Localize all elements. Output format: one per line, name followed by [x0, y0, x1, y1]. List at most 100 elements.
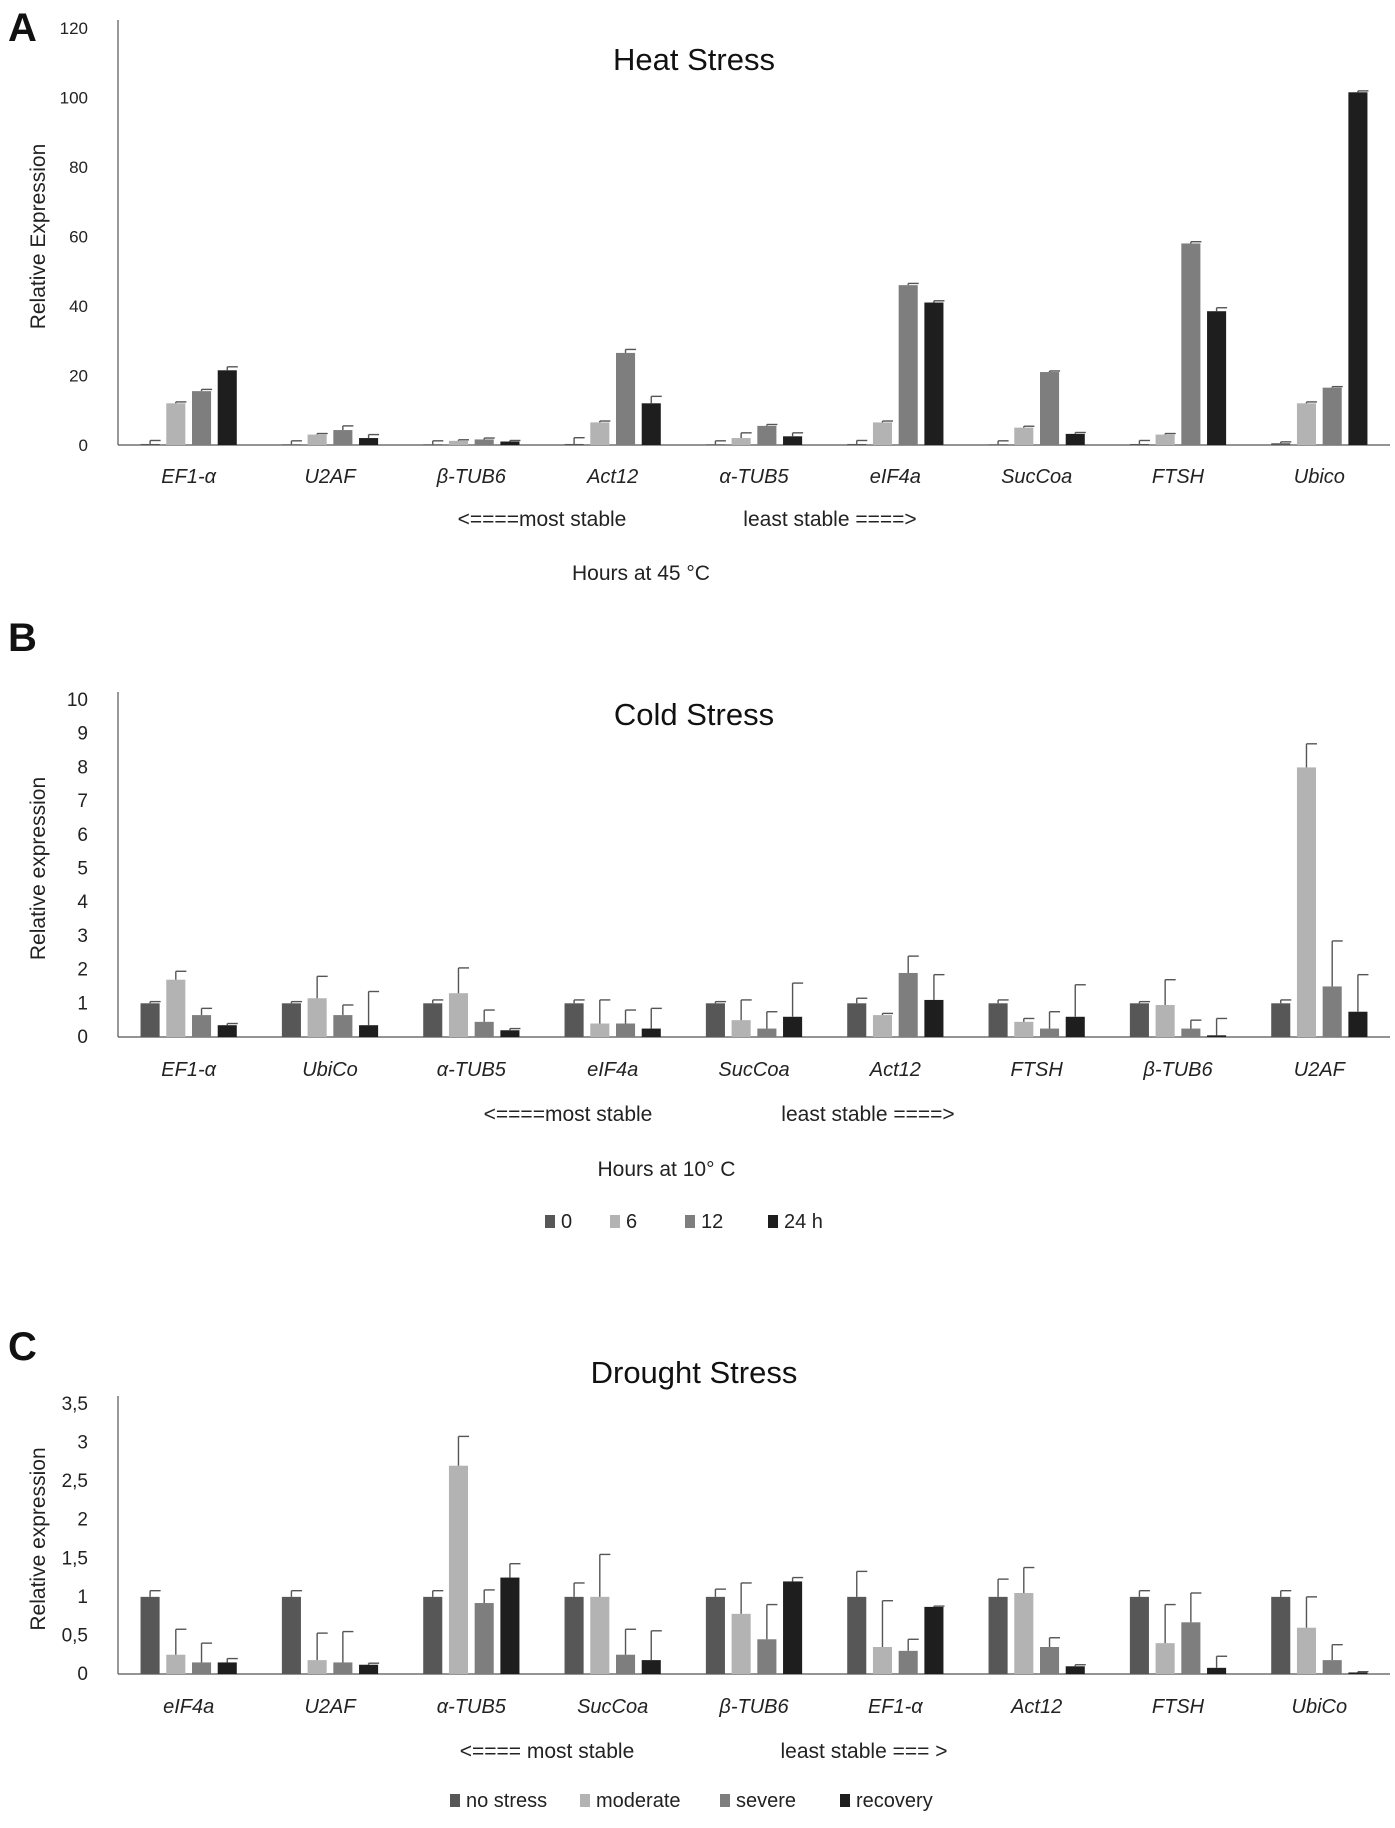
- legend-label: 12: [701, 1211, 723, 1233]
- drought-stress-chart: Drought Stress Relative expression 0 0,5 1 1,…: [27, 1355, 1390, 1812]
- bar-b-8-1: [1296, 767, 1317, 1037]
- bar-b-4-1: [731, 1020, 751, 1037]
- category-label: UbiCo: [302, 1059, 358, 1081]
- bar-b-4-0: [705, 1003, 725, 1037]
- legend-swatch-1: [580, 1794, 590, 1807]
- category-label: FTSH: [1011, 1059, 1064, 1081]
- legend-label: moderate: [596, 1790, 681, 1812]
- bar-c-0-2: [191, 1662, 212, 1674]
- panel-letter-a: A: [8, 6, 37, 50]
- bar-b-7-2: [1181, 1028, 1201, 1037]
- category-label: SucCoa: [718, 1059, 789, 1081]
- bar-a-3-1: [590, 422, 610, 445]
- bar-c-7-3: [1207, 1667, 1227, 1674]
- legend-swatch-1: [610, 1215, 620, 1228]
- y-tick-label: 1: [77, 1587, 88, 1608]
- category-label: EF1-α: [161, 466, 216, 488]
- bar-c-5-1: [872, 1647, 893, 1674]
- bar-b-6-0: [988, 1003, 1008, 1037]
- bar-a-7-0: [1129, 443, 1149, 445]
- bar-b-3-0: [564, 1003, 584, 1037]
- bar-b-7-1: [1155, 1004, 1175, 1037]
- bar-b-0-2: [191, 1015, 212, 1037]
- y-tick-label: 9: [77, 724, 88, 745]
- bar-a-4-2: [757, 425, 777, 445]
- bar-b-7-3: [1207, 1035, 1227, 1037]
- bar-b-8-2: [1322, 986, 1342, 1037]
- bar-c-2-0: [423, 1596, 443, 1674]
- bar-a-2-3: [500, 441, 520, 445]
- panel-drought-stress: C Drought Stress Relative expression 0 0,5 1…: [0, 1300, 1395, 1823]
- y-tick-label: 0,5: [62, 1625, 88, 1646]
- y-tick-label: 3: [77, 1433, 88, 1454]
- y-tick-label: 4: [77, 892, 88, 913]
- bar-c-8-3: [1348, 1672, 1368, 1674]
- bar-a-0-0: [140, 443, 160, 445]
- y-tick-label: 8: [77, 757, 88, 778]
- category-label: α-TUB5: [437, 1059, 507, 1081]
- category-label: α-TUB5: [719, 466, 789, 488]
- category-label: eIF4a: [870, 466, 921, 488]
- category-label: U2AF: [1294, 1059, 1347, 1081]
- bar-a-5-2: [898, 285, 918, 445]
- bar-a-4-0: [705, 444, 725, 445]
- heat-stress-chart: Heat Stress Relative Expression 0 20 40 60 80 1…: [27, 19, 1390, 630]
- bar-c-8-1: [1296, 1627, 1317, 1674]
- bar-c-0-1: [166, 1654, 186, 1674]
- category-label: eIF4a: [163, 1696, 214, 1718]
- legend-swatch-2: [685, 1215, 695, 1228]
- bar-c-2-3: [500, 1577, 520, 1674]
- bar-b-6-1: [1014, 1021, 1034, 1037]
- bar-b-3-3: [641, 1028, 661, 1037]
- bar-a-1-0: [281, 444, 301, 445]
- category-label: eIF4a: [587, 1059, 638, 1081]
- bar-a-1-2: [333, 430, 353, 445]
- bar-a-7-3: [1207, 311, 1227, 445]
- bar-c-6-0: [988, 1596, 1008, 1674]
- bar-c-2-1: [448, 1465, 469, 1674]
- y-tick-label: 0: [79, 436, 88, 455]
- y-tick-label: 2: [77, 1510, 88, 1531]
- bar-c-5-2: [898, 1650, 918, 1674]
- legend-label: 0: [561, 1211, 572, 1233]
- bar-b-0-1: [166, 979, 186, 1037]
- y-tick-label: 1,5: [62, 1548, 88, 1569]
- category-label: Ubico: [1294, 466, 1345, 488]
- category-label: β-TUB6: [436, 466, 507, 488]
- panel-letter-b: B: [8, 616, 37, 660]
- panel-letter-c: C: [8, 1325, 37, 1369]
- stability-left-label: <====most stable: [484, 1103, 653, 1126]
- bar-c-7-0: [1129, 1596, 1149, 1674]
- bar-b-8-0: [1271, 1003, 1291, 1037]
- bar-b-3-2: [615, 1023, 636, 1037]
- bar-b-1-0: [281, 1003, 301, 1037]
- stability-right-label: least stable ====>: [781, 1103, 954, 1126]
- bar-c-8-2: [1322, 1660, 1342, 1674]
- chart-title: Heat Stress: [613, 42, 775, 77]
- bar-c-3-0: [564, 1596, 584, 1674]
- bar-c-5-0: [847, 1596, 867, 1674]
- bar-b-1-2: [333, 1015, 353, 1037]
- bar-c-3-1: [590, 1596, 610, 1674]
- legend-label: no stress: [466, 1790, 547, 1812]
- bar-b-2-0: [423, 1003, 443, 1037]
- legend-title: Hours at 45 °C: [572, 562, 710, 585]
- legend-swatch-2: [720, 1794, 730, 1807]
- bar-c-4-0: [705, 1596, 725, 1674]
- y-tick-label: 1: [77, 993, 88, 1014]
- category-label: β-TUB6: [718, 1696, 789, 1718]
- y-axis-label: Relative expression: [27, 777, 50, 960]
- bar-a-3-0: [564, 443, 584, 445]
- bar-c-4-2: [757, 1639, 777, 1674]
- bar-c-3-2: [615, 1654, 636, 1674]
- legend-label: recovery: [856, 1790, 933, 1812]
- bar-a-6-3: [1065, 433, 1085, 445]
- bar-c-6-3: [1065, 1666, 1085, 1674]
- stability-right-label: least stable === >: [781, 1740, 948, 1763]
- y-tick-label: 3: [77, 926, 88, 947]
- bar-c-1-3: [359, 1664, 379, 1674]
- y-tick-label: 6: [77, 825, 88, 846]
- category-label: SucCoa: [1001, 466, 1072, 488]
- legend-swatch-0: [450, 1794, 460, 1807]
- y-tick-label: 100: [60, 89, 88, 108]
